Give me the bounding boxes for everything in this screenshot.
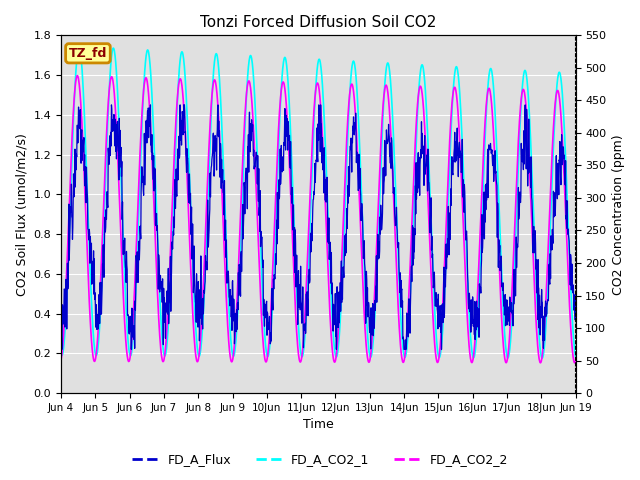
FD_A_CO2_2 <box>57 357 65 362</box>
Text: TZ_fd: TZ_fd <box>68 47 107 60</box>
FD_A_CO2_1 <box>465 315 473 321</box>
FD_A_Flux <box>57 347 65 352</box>
Line: FD_A_CO2_2: FD_A_CO2_2 <box>61 76 575 363</box>
FD_A_CO2_2 <box>571 360 579 366</box>
Y-axis label: CO2 Soil Flux (umol/m2/s): CO2 Soil Flux (umol/m2/s) <box>15 133 28 296</box>
FD_A_Flux <box>572 290 579 296</box>
FD_A_Flux <box>160 286 168 291</box>
FD_A_CO2_2 <box>572 359 579 364</box>
FD_A_CO2_2 <box>172 120 180 125</box>
FD_A_CO2_1 <box>398 336 406 342</box>
FD_A_CO2_1 <box>511 253 518 259</box>
FD_A_Flux <box>172 166 180 172</box>
FD_A_CO2_1 <box>230 353 237 359</box>
FD_A_CO2_1 <box>159 348 167 353</box>
FD_A_CO2_1 <box>172 135 180 141</box>
Line: FD_A_Flux: FD_A_Flux <box>61 105 575 349</box>
Title: Tonzi Forced Diffusion Soil CO2: Tonzi Forced Diffusion Soil CO2 <box>200 15 436 30</box>
FD_A_CO2_2 <box>159 359 167 364</box>
FD_A_Flux <box>230 296 237 302</box>
FD_A_CO2_1 <box>538 355 546 361</box>
FD_A_Flux <box>58 347 65 352</box>
FD_A_Flux <box>511 266 519 272</box>
FD_A_CO2_2 <box>511 220 518 226</box>
FD_A_Flux <box>108 102 115 108</box>
FD_A_CO2_1 <box>57 350 65 356</box>
FD_A_CO2_2 <box>74 73 81 79</box>
FD_A_CO2_2 <box>230 352 237 358</box>
Y-axis label: CO2 Concentration (ppm): CO2 Concentration (ppm) <box>612 134 625 295</box>
FD_A_CO2_2 <box>398 357 406 363</box>
X-axis label: Time: Time <box>303 419 333 432</box>
FD_A_CO2_2 <box>465 346 473 352</box>
FD_A_Flux <box>399 298 406 304</box>
Line: FD_A_CO2_1: FD_A_CO2_1 <box>61 46 575 358</box>
FD_A_Flux <box>466 300 474 305</box>
FD_A_CO2_1 <box>572 354 579 360</box>
FD_A_CO2_1 <box>75 43 83 49</box>
Legend: FD_A_Flux, FD_A_CO2_1, FD_A_CO2_2: FD_A_Flux, FD_A_CO2_1, FD_A_CO2_2 <box>127 448 513 471</box>
